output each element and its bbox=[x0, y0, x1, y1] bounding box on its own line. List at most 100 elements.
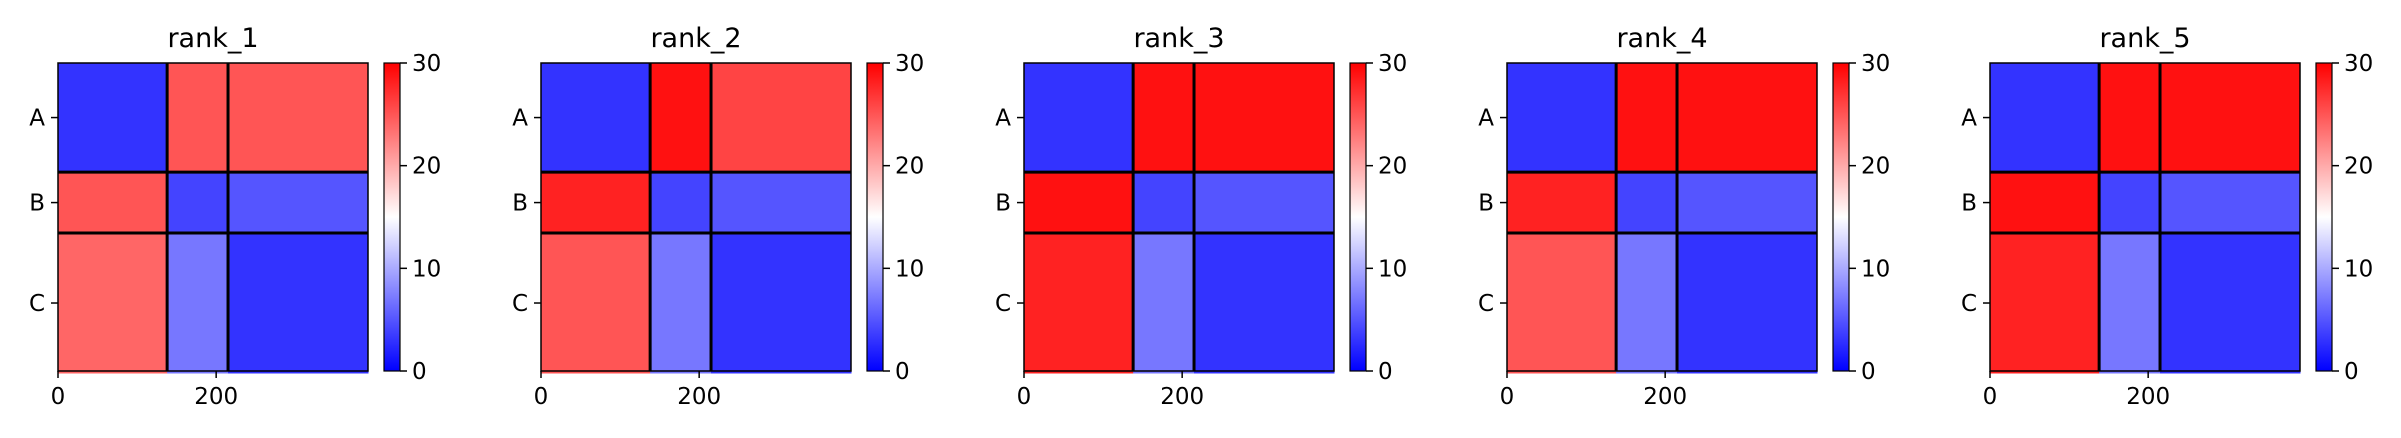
colorbar-tick-label: 10 bbox=[2344, 256, 2373, 282]
heatmap-block-A-C bbox=[1677, 63, 1818, 173]
heatmap-block-B-B bbox=[2099, 172, 2161, 234]
colorbar-tick-label: 10 bbox=[412, 256, 441, 282]
heatmap-block-C-A bbox=[541, 233, 651, 374]
heatmap-block-A-B bbox=[167, 63, 229, 173]
heatmap-panel-4: rank_4 A B C 0 200 0 10 20 30 bbox=[1478, 23, 1890, 410]
x-tick-label: 0 bbox=[1017, 384, 1032, 410]
heatmap-panel-5: rank_5 A B C 0 200 0 10 20 30 bbox=[1961, 23, 2373, 410]
heatmap-block-C-B bbox=[650, 233, 712, 374]
colorbar-tick-label: 20 bbox=[1861, 154, 1890, 180]
heatmap-block-A-A bbox=[58, 63, 168, 173]
y-tick-label: A bbox=[1478, 106, 1494, 132]
heatmap-block-A-C bbox=[711, 63, 852, 173]
colorbar bbox=[866, 62, 884, 372]
plot-frame bbox=[1989, 62, 2301, 372]
heatmap-block-A-B bbox=[1133, 63, 1195, 173]
colorbar-tick-label: 10 bbox=[895, 256, 924, 282]
colorbar-tick-label: 0 bbox=[1861, 359, 1876, 385]
x-tick-label: 0 bbox=[51, 384, 66, 410]
heatmap-panel-3: rank_3 A B C 0 200 0 10 20 30 bbox=[995, 23, 1407, 410]
x-tick-label: 200 bbox=[1160, 384, 1204, 410]
x-tick-label: 0 bbox=[1983, 384, 1998, 410]
heatmap-block-C-B bbox=[2099, 233, 2161, 374]
heatmap-block-A-A bbox=[1990, 63, 2100, 173]
y-tick-label: A bbox=[1961, 106, 1977, 132]
heatmap-block-C-A bbox=[58, 233, 168, 374]
heatmap-block-A-A bbox=[1024, 63, 1134, 173]
panel-title: rank_4 bbox=[1616, 23, 1707, 54]
heatmap-block-B-A bbox=[1024, 172, 1134, 234]
heatmap-block-B-A bbox=[541, 172, 651, 234]
heatmap-block-C-A bbox=[1990, 233, 2100, 374]
plot-frame bbox=[57, 62, 369, 372]
colorbar-tick-label: 20 bbox=[2344, 154, 2373, 180]
heatmap-block-B-B bbox=[650, 172, 712, 234]
panel-title: rank_2 bbox=[650, 23, 741, 54]
y-tick-label: C bbox=[995, 291, 1011, 317]
y-tick-label: B bbox=[995, 191, 1011, 217]
colorbar-tick-label: 30 bbox=[412, 51, 441, 77]
x-tick-label: 200 bbox=[1643, 384, 1687, 410]
colorbar-tick-label: 10 bbox=[1378, 256, 1407, 282]
plot-frame bbox=[1023, 62, 1335, 372]
panel-title: rank_3 bbox=[1133, 23, 1224, 54]
y-tick-label: B bbox=[512, 191, 528, 217]
colorbar-tick-label: 0 bbox=[895, 359, 910, 385]
heatmap-block-B-C bbox=[1194, 172, 1335, 234]
colorbar-tick-label: 30 bbox=[1861, 51, 1890, 77]
heatmap-block-C-B bbox=[1616, 233, 1678, 374]
heatmap-block-C-B bbox=[167, 233, 229, 374]
x-tick-label: 0 bbox=[534, 384, 549, 410]
y-tick-label: B bbox=[1478, 191, 1494, 217]
plot-frame bbox=[540, 62, 852, 372]
colorbar bbox=[1349, 62, 1367, 372]
heatmap-block-C-C bbox=[1677, 233, 1818, 374]
heatmap-block-A-C bbox=[1194, 63, 1335, 173]
x-tick-label: 200 bbox=[2126, 384, 2170, 410]
heatmap-block-C-A bbox=[1024, 233, 1134, 374]
colorbar-tick-label: 0 bbox=[2344, 359, 2359, 385]
x-tick-label: 0 bbox=[1500, 384, 1515, 410]
heatmap-block-C-C bbox=[2160, 233, 2301, 374]
colorbar bbox=[2315, 62, 2333, 372]
heatmap-block-A-C bbox=[2160, 63, 2301, 173]
y-tick-label: C bbox=[1478, 291, 1494, 317]
x-tick-label: 200 bbox=[194, 384, 238, 410]
heatmap-block-C-B bbox=[1133, 233, 1195, 374]
heatmap-block-B-C bbox=[2160, 172, 2301, 234]
heatmap-block-B-B bbox=[1616, 172, 1678, 234]
heatmap-block-C-C bbox=[1194, 233, 1335, 374]
colorbar-tick-label: 10 bbox=[1861, 256, 1890, 282]
heatmap-panel-2: rank_2 A B C 0 200 0 10 20 30 bbox=[512, 23, 924, 410]
heatmap-block-C-A bbox=[1507, 233, 1617, 374]
heatmap-block-B-A bbox=[1990, 172, 2100, 234]
heatmap-block-A-A bbox=[541, 63, 651, 173]
colorbar-tick-label: 30 bbox=[1378, 51, 1407, 77]
heatmap-block-A-B bbox=[1616, 63, 1678, 173]
plot-frame bbox=[1506, 62, 1818, 372]
y-tick-label: C bbox=[29, 291, 45, 317]
y-tick-label: C bbox=[512, 291, 528, 317]
heatmap-block-A-C bbox=[228, 63, 369, 173]
colorbar bbox=[1832, 62, 1850, 372]
y-tick-label: A bbox=[29, 106, 45, 132]
colorbar-tick-label: 20 bbox=[412, 154, 441, 180]
heatmap-block-B-C bbox=[711, 172, 852, 234]
panel-title: rank_5 bbox=[2099, 23, 2190, 54]
colorbar bbox=[383, 62, 401, 372]
heatmap-block-B-B bbox=[167, 172, 229, 234]
colorbar-tick-label: 20 bbox=[895, 154, 924, 180]
heatmap-block-A-B bbox=[650, 63, 712, 173]
x-tick-label: 200 bbox=[677, 384, 721, 410]
y-tick-label: A bbox=[995, 106, 1011, 132]
heatmap-panel-1: rank_1 A B C 0 200 0 10 20 30 bbox=[29, 23, 441, 410]
panel-title: rank_1 bbox=[167, 23, 258, 54]
colorbar-tick-label: 30 bbox=[2344, 51, 2373, 77]
heatmap-block-A-A bbox=[1507, 63, 1617, 173]
colorbar-tick-label: 30 bbox=[895, 51, 924, 77]
y-tick-label: A bbox=[512, 106, 528, 132]
heatmap-block-C-C bbox=[228, 233, 369, 374]
colorbar-tick-label: 0 bbox=[1378, 359, 1393, 385]
heatmap-block-B-A bbox=[1507, 172, 1617, 234]
